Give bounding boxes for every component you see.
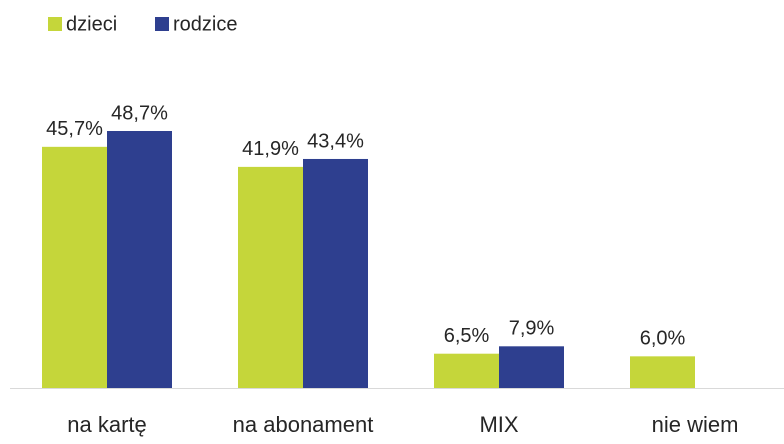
- x-tick-label: nie wiem: [652, 412, 739, 437]
- bar: [499, 346, 564, 388]
- bar: [238, 166, 303, 388]
- bar: [434, 353, 499, 388]
- x-tick-label: na kartę: [67, 412, 147, 437]
- x-tick-label: MIX: [479, 412, 518, 437]
- bar: [42, 146, 107, 388]
- legend-label: dzieci: [66, 13, 117, 35]
- data-label: 48,7%: [111, 102, 168, 124]
- data-label: 43,4%: [307, 130, 364, 152]
- data-label: 41,9%: [242, 138, 299, 160]
- bar: [303, 158, 368, 388]
- data-label: 7,9%: [509, 318, 555, 340]
- data-label: 6,5%: [444, 325, 490, 347]
- legend-swatch: [155, 17, 169, 31]
- bar: [630, 356, 695, 388]
- bar: [107, 131, 172, 388]
- x-tick-label: na abonament: [233, 412, 374, 437]
- legend-swatch: [48, 17, 62, 31]
- data-label: 6,0%: [640, 328, 686, 350]
- legend-label: rodzice: [173, 13, 237, 35]
- data-label: 45,7%: [46, 118, 103, 140]
